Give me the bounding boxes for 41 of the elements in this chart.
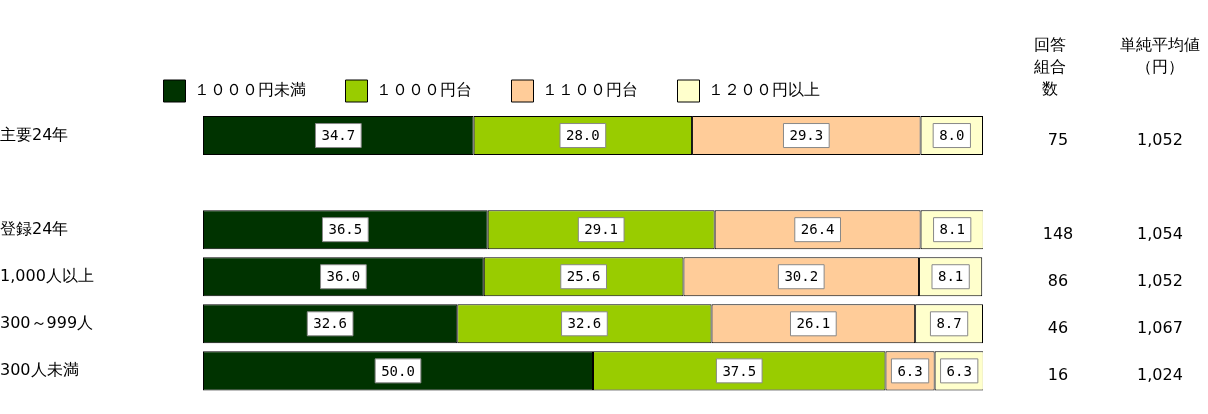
data-label: 8.1: [937, 268, 964, 285]
data-label: 34.7: [321, 127, 356, 144]
legend-label: １０００円未満: [193, 80, 306, 100]
text: 単純平均値（円）: [1120, 35, 1200, 77]
data-label: 36.0: [326, 268, 361, 285]
text: 86: [1047, 270, 1069, 290]
data-label: 30.2: [784, 268, 819, 285]
text: 回答組合数: [1033, 35, 1066, 99]
data-label: 8.0: [939, 127, 965, 144]
data-label: 8.1: [939, 221, 965, 238]
text: 16: [1047, 365, 1069, 385]
data-label: 8.7: [936, 315, 962, 332]
data-label: 37.5: [722, 362, 757, 379]
y-tick-label: 300～999人: [0, 312, 94, 332]
text: 1,054: [1137, 223, 1183, 243]
legend-label: １１００円台: [541, 80, 638, 100]
text: 46: [1047, 317, 1069, 337]
legend-label: １２００円以上: [707, 80, 820, 100]
text: 1,024: [1137, 365, 1183, 385]
text: 75: [1047, 129, 1069, 149]
data-label: 28.0: [566, 127, 600, 144]
y-tick-label: 1,000人以上: [0, 265, 94, 285]
text: 1,067: [1137, 317, 1183, 337]
legend-label: １０００円台: [375, 80, 472, 100]
data-label: 6.3: [897, 362, 923, 379]
data-label: 25.6: [566, 268, 601, 285]
data-label: 32.6: [567, 315, 602, 332]
data-label: 36.5: [328, 221, 363, 238]
data-label: 26.1: [796, 315, 831, 332]
text: 1,052: [1137, 270, 1183, 290]
data-label: 6.3: [946, 362, 972, 379]
data-label: 50.0: [381, 362, 415, 379]
y-tick-label: 主要24年: [0, 124, 69, 144]
data-label: 32.6: [313, 315, 347, 332]
data-label: 29.3: [789, 127, 824, 144]
data-label: 26.4: [800, 221, 835, 238]
data-label: 29.1: [584, 221, 619, 238]
y-tick-label: 登録24年: [0, 218, 69, 238]
y-tick-label: 300人未満: [0, 360, 79, 380]
text: 1,052: [1137, 129, 1183, 149]
text: 148: [1042, 223, 1074, 243]
